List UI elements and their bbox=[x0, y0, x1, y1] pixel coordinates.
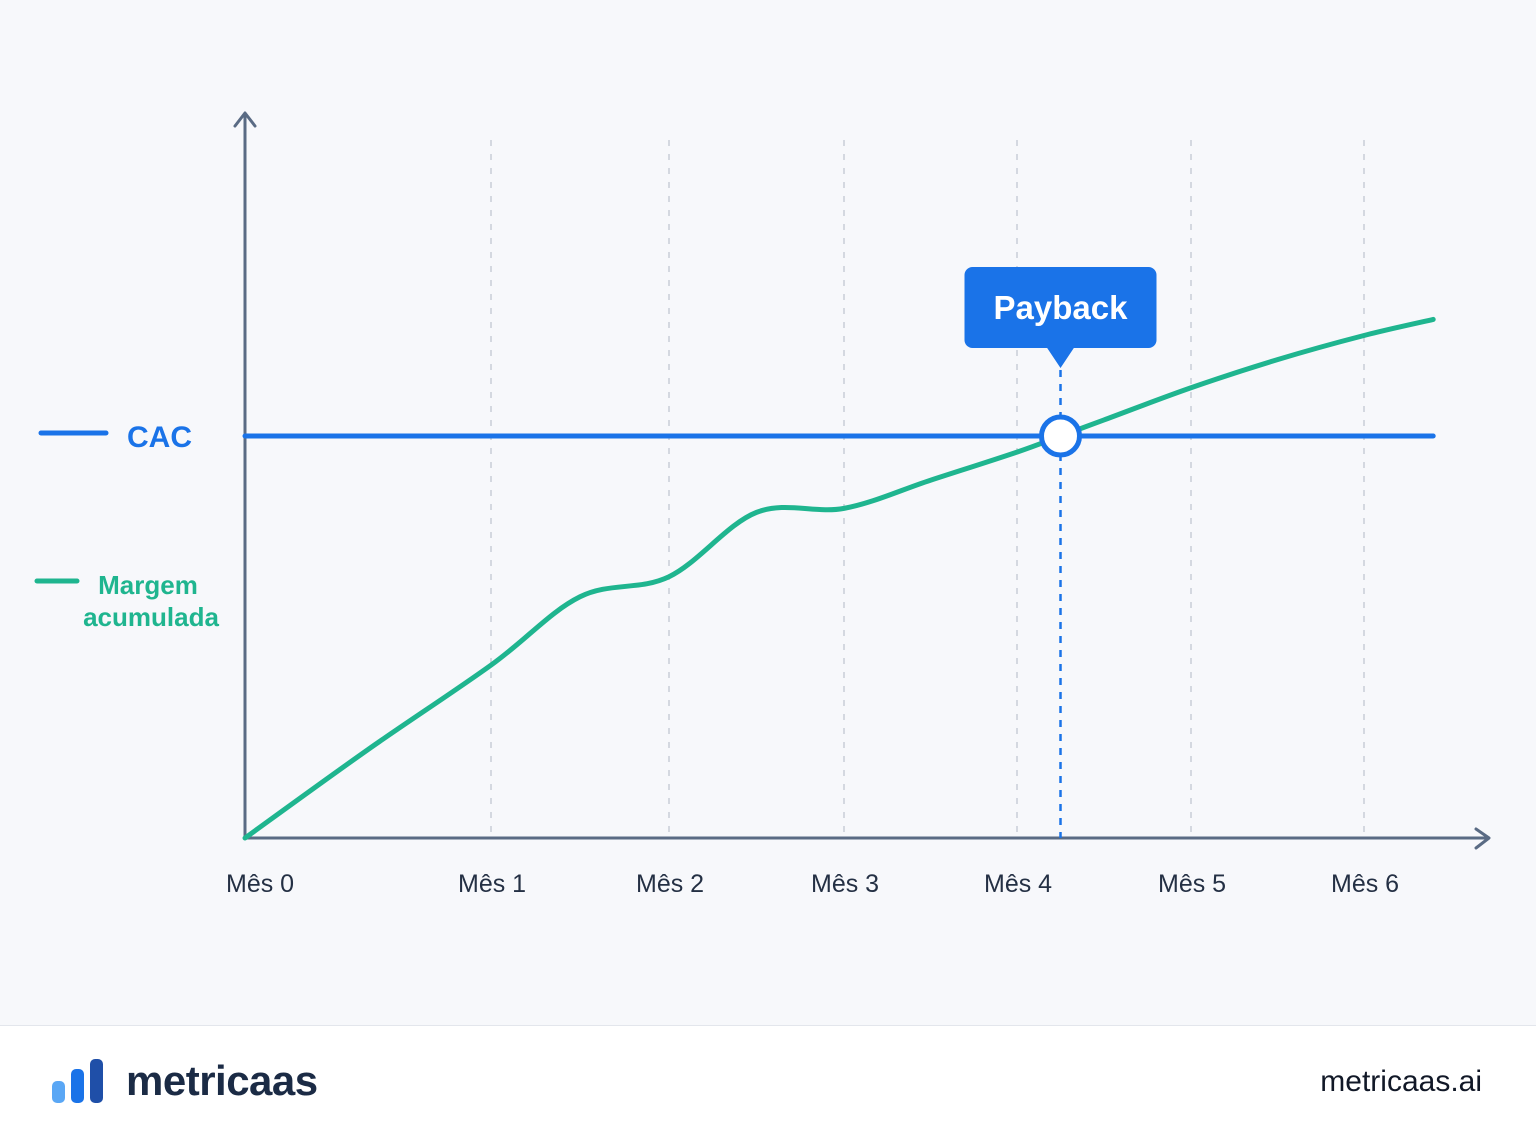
logo-bar-medium bbox=[71, 1069, 84, 1103]
legend-label-cac: CAC bbox=[127, 421, 192, 454]
logo-bar-short bbox=[52, 1081, 65, 1103]
payback-chart: Payback Mês 0 Mês 1 Mês 2 Mês 3 Mês 4 Mês 5 Mê… bbox=[34, 111, 1491, 898]
footer: metricaas metricaas.ai bbox=[0, 1025, 1536, 1136]
x-axis-arrow bbox=[1474, 827, 1491, 850]
payback-callout-pointer bbox=[1046, 347, 1075, 368]
x-tick-label-4: Mês 4 bbox=[984, 870, 1052, 898]
brand[interactable]: metricaas bbox=[52, 1056, 318, 1106]
series-line-margem-acumulada bbox=[242, 316, 1436, 841]
x-tick-label-5: Mês 5 bbox=[1158, 870, 1226, 898]
chart-area: Payback Mês 0 Mês 1 Mês 2 Mês 3 Mês 4 Mês 5 Mê… bbox=[34, 111, 1491, 898]
legend: CAC Margem acumulada bbox=[34, 421, 219, 632]
logo-bar-tall bbox=[90, 1059, 103, 1103]
payback-callout-label: Payback bbox=[994, 289, 1129, 326]
brand-name: metricaas bbox=[126, 1057, 318, 1104]
grid-lines bbox=[490, 140, 1365, 838]
x-tick-label-3: Mês 3 bbox=[811, 870, 879, 898]
axes bbox=[233, 111, 1491, 850]
x-tick-label-2: Mês 2 bbox=[636, 870, 704, 898]
x-tick-labels: Mês 0 Mês 1 Mês 2 Mês 3 Mês 4 Mês 5 Mês 6 bbox=[226, 870, 1399, 898]
x-tick-label-6: Mês 6 bbox=[1331, 870, 1399, 898]
website-link[interactable]: metricaas.ai bbox=[1320, 1065, 1482, 1098]
bar-chart-logo-icon bbox=[52, 1059, 103, 1103]
x-tick-label-1: Mês 1 bbox=[458, 870, 526, 898]
x-tick-label-0: Mês 0 bbox=[226, 870, 294, 898]
y-axis-arrow bbox=[233, 111, 257, 128]
payback-callout-box bbox=[964, 267, 1157, 348]
payback-annotation: Payback bbox=[964, 267, 1157, 838]
payback-point-marker bbox=[1039, 414, 1082, 458]
legend-label-margem: Margem acumulada bbox=[83, 570, 219, 632]
series bbox=[242, 316, 1436, 841]
